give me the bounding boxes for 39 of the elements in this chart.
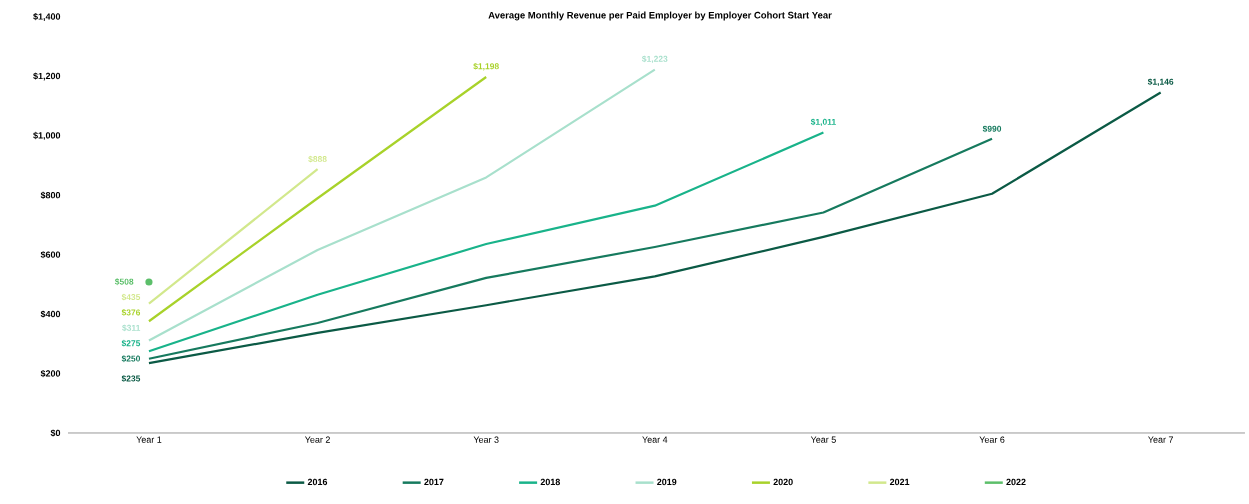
y-tick-label: $800 bbox=[40, 191, 61, 199]
data-label: $888 bbox=[308, 155, 327, 163]
line-series bbox=[147, 137, 994, 360]
legend-label: 2022 bbox=[1006, 478, 1026, 486]
data-label: $435 bbox=[121, 293, 141, 301]
data-label: $250 bbox=[121, 355, 141, 363]
data-label: $1,011 bbox=[810, 118, 836, 127]
legend-label: 2018 bbox=[540, 478, 561, 486]
legend-label: 2021 bbox=[889, 478, 910, 486]
legend-label: 2019 bbox=[657, 478, 677, 486]
data-label: $311 bbox=[122, 324, 141, 332]
x-tick-label: Year 6 bbox=[979, 436, 1005, 443]
line-series bbox=[147, 91, 1162, 365]
data-label: $376 bbox=[121, 309, 141, 316]
data-label: $990 bbox=[982, 125, 1002, 133]
data-label: $275 bbox=[121, 339, 141, 347]
x-tick-label: Year 5 bbox=[810, 436, 836, 443]
data-label: $508 bbox=[114, 278, 134, 286]
legend-label: 2020 bbox=[773, 478, 793, 486]
y-tick-label: $200 bbox=[40, 369, 61, 378]
data-label: $1,146 bbox=[1147, 78, 1174, 86]
chart-title: Average Monthly Revenue per Paid Employer by Employer Cohort Start Year bbox=[488, 11, 832, 21]
y-tick-label: $1,200 bbox=[33, 72, 61, 81]
y-tick-label: $400 bbox=[40, 310, 61, 318]
y-tick-label: $600 bbox=[40, 251, 61, 259]
data-label: $235 bbox=[121, 375, 141, 382]
x-tick-label: Year 4 bbox=[642, 436, 668, 443]
legend-label: 2016 bbox=[307, 478, 328, 486]
y-tick-label: $0 bbox=[50, 429, 61, 437]
x-tick-label: Year 3 bbox=[473, 436, 499, 443]
data-label: $1,198 bbox=[473, 62, 499, 71]
legend-label: 2017 bbox=[424, 478, 444, 486]
x-tick-label: Year 7 bbox=[1148, 436, 1173, 443]
x-tick-label: Year 1 bbox=[136, 436, 162, 443]
x-tick-label: Year 2 bbox=[304, 436, 330, 443]
line-series bbox=[147, 131, 825, 353]
data-label: $1,223 bbox=[641, 55, 668, 64]
y-tick-label: $1,000 bbox=[33, 131, 61, 140]
y-tick-label: $1,400 bbox=[33, 12, 61, 22]
